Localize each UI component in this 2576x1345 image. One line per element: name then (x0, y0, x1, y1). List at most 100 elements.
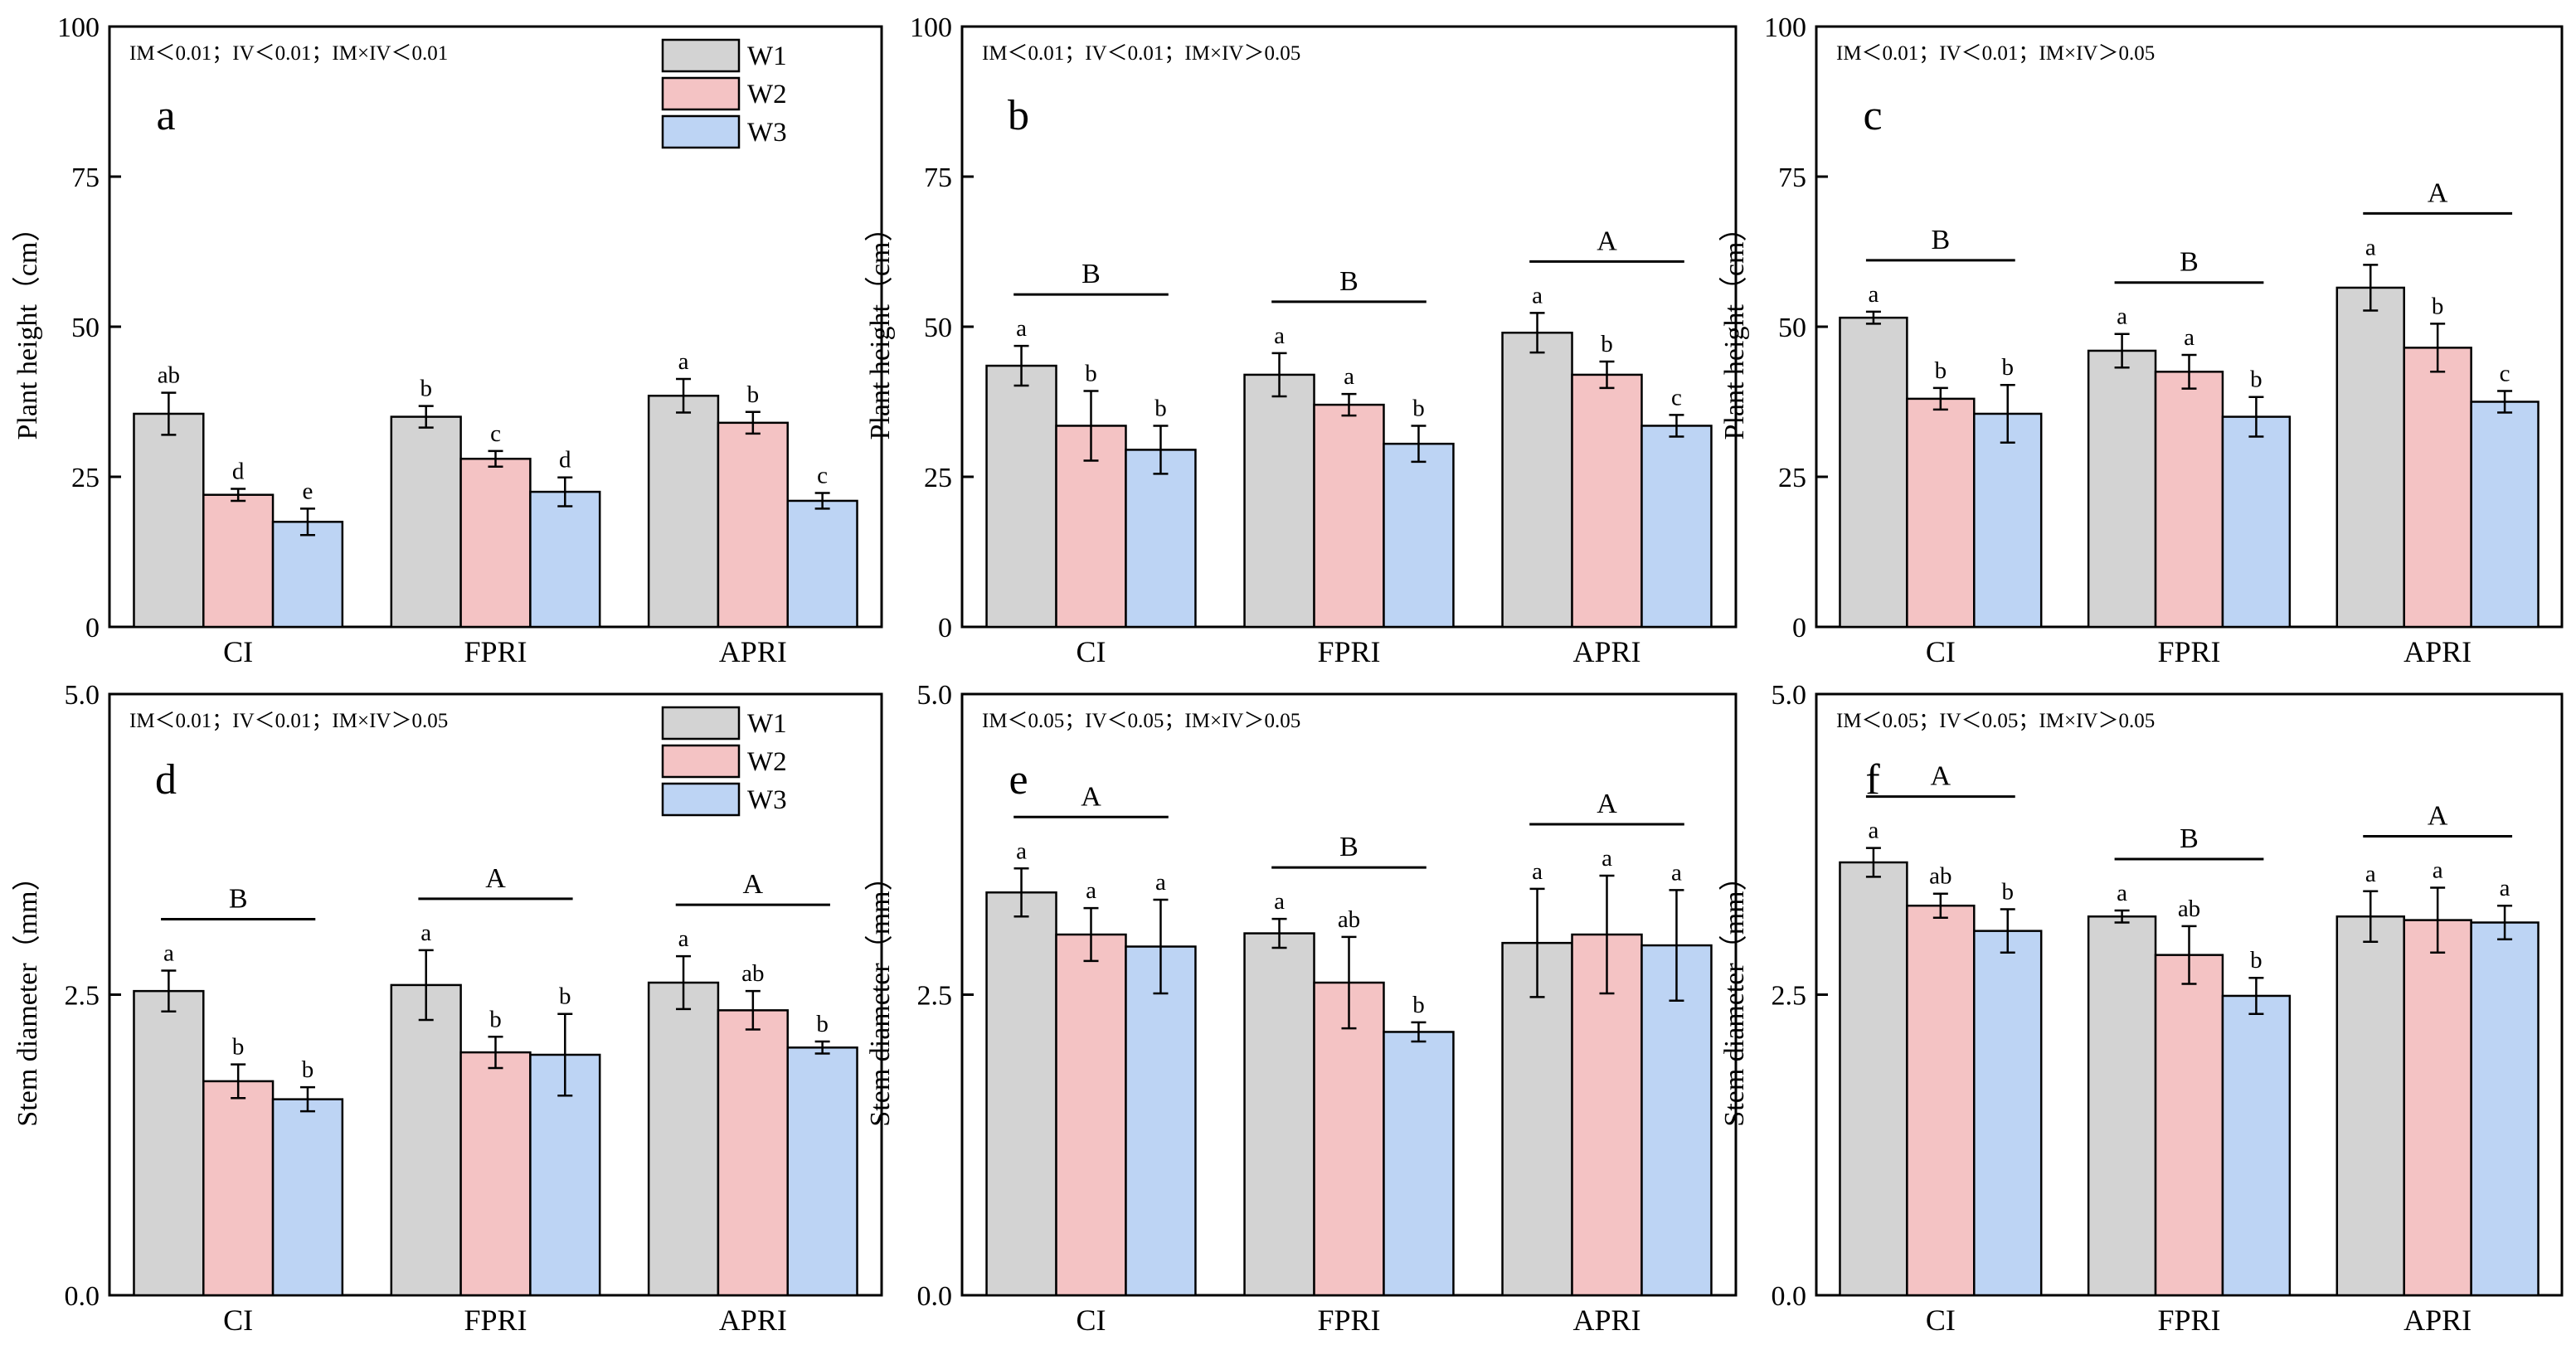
significance-letter: a (1532, 282, 1543, 308)
significance-letter: b (420, 376, 432, 402)
x-tick-label: FPRI (464, 1304, 527, 1337)
legend-label: W1 (747, 709, 787, 739)
significance-letter: a (1274, 888, 1285, 915)
group-letter: B (1081, 259, 1101, 289)
significance-letter: b (2001, 879, 2014, 906)
significance-letter: a (2365, 861, 2376, 887)
significance-letter: b (1601, 331, 1613, 357)
group-letter: A (743, 869, 764, 900)
significance-letter: b (302, 1056, 314, 1083)
significance-letter: b (489, 1006, 502, 1032)
x-tick-label: APRI (719, 635, 787, 668)
legend-swatch-w2 (661, 744, 741, 779)
legend-swatch-w2 (661, 76, 741, 111)
y-tick-label: 0 (938, 613, 952, 643)
y-tick-label: 50 (71, 313, 100, 343)
significance-letter: a (1155, 869, 1166, 896)
significance-letter: b (1935, 357, 1947, 384)
y-axis-label: Plant height（cm） (1718, 214, 1750, 440)
legend-swatch-w1 (661, 38, 741, 73)
x-tick-label: CI (1926, 635, 1956, 668)
bar-w1-fpri (390, 415, 462, 629)
x-tick-label: APRI (719, 1304, 787, 1337)
stats-note: IM＜0.05；IV＜0.05；IM×IV＞0.05 (1836, 710, 2155, 732)
x-tick-label: CI (223, 1304, 253, 1337)
x-tick-label: CI (1077, 1304, 1106, 1337)
stats-note: IM＜0.05；IV＜0.05；IM×IV＞0.05 (982, 710, 1300, 732)
significance-letter: a (1016, 838, 1027, 864)
y-tick-label: 5.0 (1772, 680, 1807, 711)
significance-letter: a (2365, 234, 2376, 260)
significance-letter: b (2001, 354, 2014, 381)
group-letter: A (2428, 800, 2448, 831)
significance-letter: ab (1929, 863, 1951, 890)
group-letter: A (2428, 177, 2448, 208)
panel-label: d (155, 756, 177, 804)
bar-w3-apri (2470, 401, 2540, 629)
significance-letter: ab (1338, 906, 1360, 933)
y-tick-label: 100 (910, 12, 952, 43)
significance-letter: ab (741, 960, 764, 987)
y-tick-label: 25 (71, 463, 100, 493)
bar-w2-ci (1906, 904, 1976, 1297)
bar-w2-apri (2403, 347, 2472, 629)
x-tick-label: CI (1926, 1304, 1956, 1337)
bar-w3-ci (271, 521, 344, 629)
significance-letter: d (232, 458, 245, 484)
group-letter: A (1597, 226, 1617, 256)
significance-letter: a (1532, 858, 1543, 885)
bar-w1-ci (1839, 861, 1908, 1297)
y-axis-label: Stem diameter（mm） (864, 862, 896, 1126)
significance-letter: b (559, 983, 571, 1010)
bar-w1-fpri (1243, 373, 1315, 629)
y-tick-label: 75 (71, 163, 100, 193)
y-tick-label: 5.0 (65, 680, 100, 711)
legend-label: W3 (747, 118, 787, 148)
bar-w2-apri (717, 1009, 789, 1297)
bar-w2-fpri (2154, 371, 2224, 629)
x-tick-label: APRI (2403, 1304, 2472, 1337)
bar-w1-apri (647, 981, 720, 1297)
significance-letter: a (1344, 363, 1354, 390)
bar-w3-ci (271, 1098, 344, 1297)
significance-letter: c (1671, 384, 1682, 410)
bar-w3-fpri (1383, 442, 1455, 629)
y-tick-label: 75 (1778, 163, 1806, 193)
bar-w1-fpri (2087, 349, 2157, 629)
x-tick-label: FPRI (2157, 635, 2220, 668)
significance-letter: a (420, 920, 431, 946)
legend-swatch-w3 (661, 782, 741, 817)
group-letter: B (2180, 247, 2199, 278)
legend-label: W1 (747, 41, 787, 71)
bar-w2-apri (1571, 373, 1643, 629)
bar-w1-fpri (2087, 915, 2157, 1297)
significance-letter: a (1671, 859, 1682, 886)
y-tick-label: 0 (85, 613, 100, 643)
y-tick-label: 50 (1778, 313, 1806, 343)
bar-w3-apri (786, 1046, 858, 1297)
significance-letter: a (2117, 880, 2127, 906)
significance-letter: b (816, 1011, 829, 1037)
bar-w2-apri (717, 421, 789, 629)
legend-label: W2 (747, 80, 787, 109)
significance-letter: a (1086, 877, 1096, 904)
bar-w3-apri (2470, 921, 2540, 1297)
significance-letter: b (1412, 395, 1425, 421)
y-tick-label: 25 (924, 463, 952, 493)
group-letter: B (1339, 832, 1358, 862)
group-letter: B (1931, 225, 1950, 255)
x-tick-label: CI (223, 635, 253, 668)
significance-letter: a (1274, 323, 1285, 349)
bar-w1-apri (647, 395, 720, 629)
bar-w1-ci (985, 364, 1057, 629)
y-tick-label: 0.0 (65, 1281, 100, 1312)
significance-letter: a (678, 348, 689, 375)
bar-w1-fpri (390, 983, 462, 1297)
significance-letter: e (303, 478, 313, 504)
x-tick-label: CI (1077, 635, 1106, 668)
stats-note: IM＜0.01；IV＜0.01；IM×IV＞0.05 (129, 710, 448, 732)
group-letter: B (1339, 266, 1358, 297)
